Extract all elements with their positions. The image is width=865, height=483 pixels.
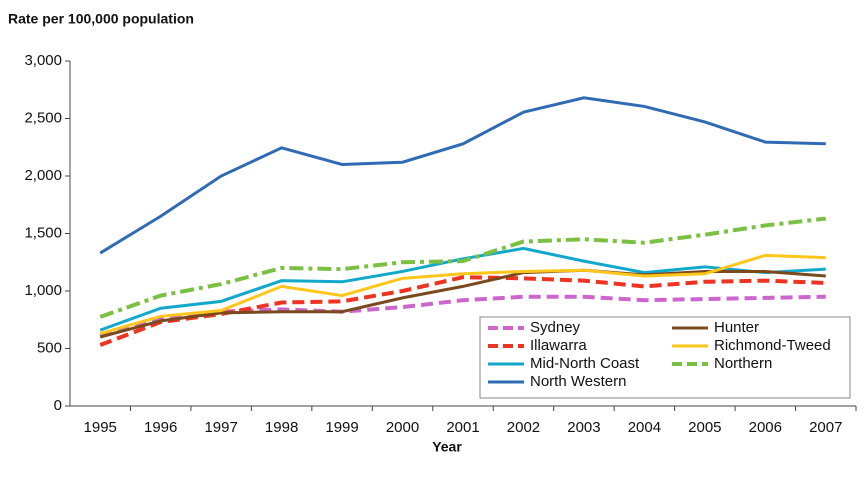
x-tick-label: 1997	[204, 419, 237, 436]
x-tick-label: 2000	[386, 419, 419, 436]
x-tick-label: 2007	[809, 419, 842, 436]
legend-label: Sydney	[530, 319, 581, 336]
legend-label: Richmond-Tweed	[714, 337, 831, 354]
x-tick-label: 1998	[265, 419, 298, 436]
y-tick-label: 3,000	[24, 52, 62, 69]
y-tick-label: 2,500	[24, 109, 62, 126]
x-tick-label: 2005	[688, 419, 721, 436]
x-tick-label: 1999	[325, 419, 358, 436]
legend-label: Mid-North Coast	[530, 355, 640, 372]
x-tick-label: 1996	[144, 419, 177, 436]
legend-label: North Western	[530, 373, 626, 390]
y-tick-label: 0	[54, 397, 62, 414]
x-tick-label: 2002	[507, 419, 540, 436]
legend-box	[479, 316, 851, 399]
y-tick-label: 500	[37, 339, 62, 356]
chart-title: Rate per 100,000 population	[8, 11, 194, 27]
series-line	[99, 268, 826, 339]
x-tick-label: 2004	[628, 419, 661, 436]
y-tick-label: 2,000	[24, 167, 62, 184]
x-tick-label: 2001	[446, 419, 479, 436]
y-tick-label: 1,000	[24, 282, 62, 299]
legend-label: Illawarra	[530, 337, 587, 354]
series-line	[99, 216, 826, 319]
series-line	[99, 294, 826, 338]
series-line	[99, 253, 826, 335]
series-line	[99, 96, 826, 255]
legend-label: Northern	[714, 355, 772, 372]
x-tick-label: 1995	[84, 419, 117, 436]
x-tick-label: 2006	[749, 419, 782, 436]
x-axis-label: Year	[432, 439, 462, 455]
series-line	[99, 246, 826, 332]
legend-label: Hunter	[714, 319, 759, 336]
series-line	[99, 275, 826, 347]
y-tick-label: 1,500	[24, 224, 62, 241]
x-tick-label: 2003	[567, 419, 600, 436]
